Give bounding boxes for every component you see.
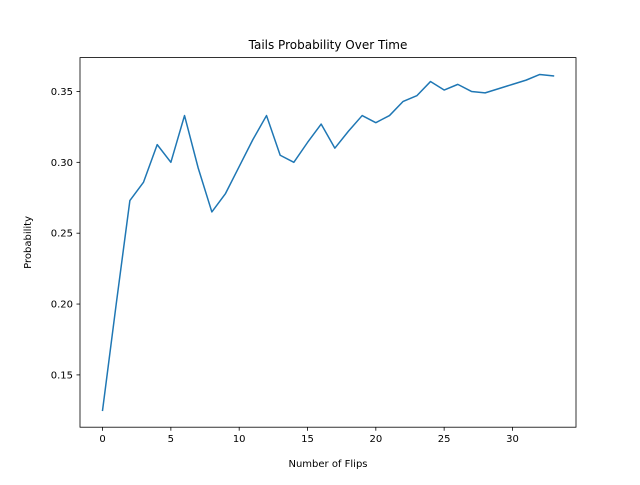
x-tick-label: 5 [168,434,174,445]
y-tick-label: 0.35 [51,87,73,98]
x-tick-label: 25 [438,434,451,445]
chart-title: Tails Probability Over Time [248,38,408,52]
series-line [101,73,555,412]
y-tick-label: 0.30 [51,158,73,169]
x-tick-label: 20 [369,434,382,445]
x-tick-label: 10 [233,434,246,445]
y-tick-label: 0.15 [51,370,73,381]
y-axis-ticks: 0.15 0.20 0.25 0.30 0.35 [51,87,80,381]
axes-frame [79,57,577,428]
x-tick-label: 15 [301,434,314,445]
plot-layer [101,73,555,412]
y-tick-label: 0.25 [51,229,73,240]
x-axis-ticks: 0 5 10 15 20 25 30 [99,427,519,445]
y-axis-label: Probability [23,216,34,269]
x-tick-label: 0 [99,434,105,445]
x-tick-label: 30 [506,434,519,445]
y-tick-label: 0.20 [51,300,73,311]
x-axis-label: Number of Flips [288,459,367,470]
